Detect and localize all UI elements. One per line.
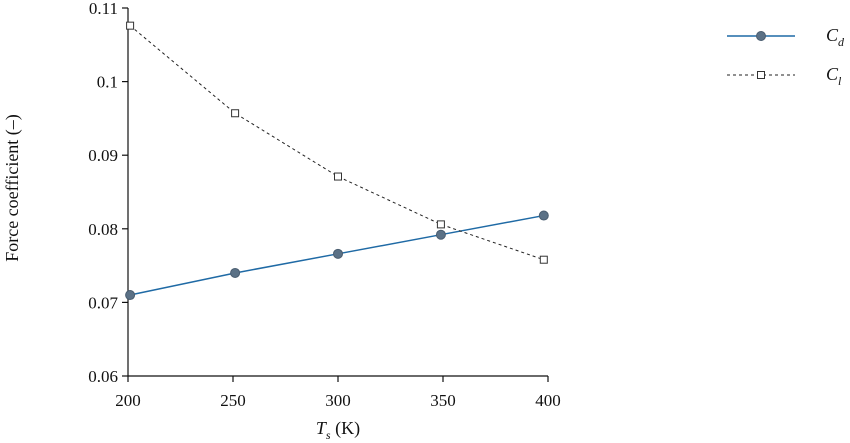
y-tick-label: 0.07: [88, 293, 118, 312]
data-point-c-l: [436, 220, 445, 229]
legend-label-base: C: [826, 64, 839, 84]
legend-item-c-d: Cd: [727, 25, 845, 49]
legend-marker-c-l: [757, 71, 765, 79]
data-point-c-d: [333, 248, 343, 259]
x-tick-label: 300: [325, 391, 351, 410]
y-axis-title: Force coefficient (–): [2, 114, 23, 262]
x-axis-title: Ts (K): [316, 418, 360, 442]
series-c-l: [126, 21, 548, 264]
series-c-d: [125, 210, 549, 301]
legend-item-c-l: Cl: [727, 64, 842, 88]
legend-label-subscript: l: [838, 74, 842, 88]
x-tick-label: 200: [115, 391, 141, 410]
x-tick-label: 250: [220, 391, 246, 410]
legend-label-c-d: Cd: [826, 25, 845, 49]
y-tick-label: 0.09: [88, 146, 118, 165]
data-point-c-d: [538, 210, 549, 221]
y-tick-label: 0.08: [88, 220, 118, 239]
y-axis: 0.06 0.07 0.08 0.09 0.1 0.11: [88, 0, 129, 386]
legend-label-base: C: [826, 25, 839, 45]
x-axis-title-base: T: [316, 418, 328, 438]
legend-marker-c-d: [756, 31, 766, 41]
data-point-c-l: [126, 21, 135, 30]
y-tick-label: 0.11: [89, 0, 118, 18]
data-point-c-d: [435, 229, 446, 240]
data-point-c-l: [231, 109, 240, 118]
legend-label-c-l: Cl: [826, 64, 842, 88]
series-layer: [125, 21, 549, 301]
series-line-c-l: [129, 25, 544, 261]
data-point-c-l: [334, 172, 342, 181]
data-point-c-l: [539, 255, 548, 264]
data-point-c-d: [125, 290, 136, 301]
x-axis-title-unit: (K): [331, 418, 361, 439]
legend-label-subscript: d: [838, 35, 845, 49]
data-point-c-d: [230, 267, 241, 278]
x-tick-label: 400: [535, 391, 561, 410]
x-tick-label: 350: [430, 391, 456, 410]
x-axis-title-subscript: s: [326, 428, 331, 442]
y-tick-label: 0.06: [88, 367, 118, 386]
x-axis: 200 250 300 350 400: [115, 375, 561, 410]
y-tick-label: 0.1: [97, 73, 118, 92]
